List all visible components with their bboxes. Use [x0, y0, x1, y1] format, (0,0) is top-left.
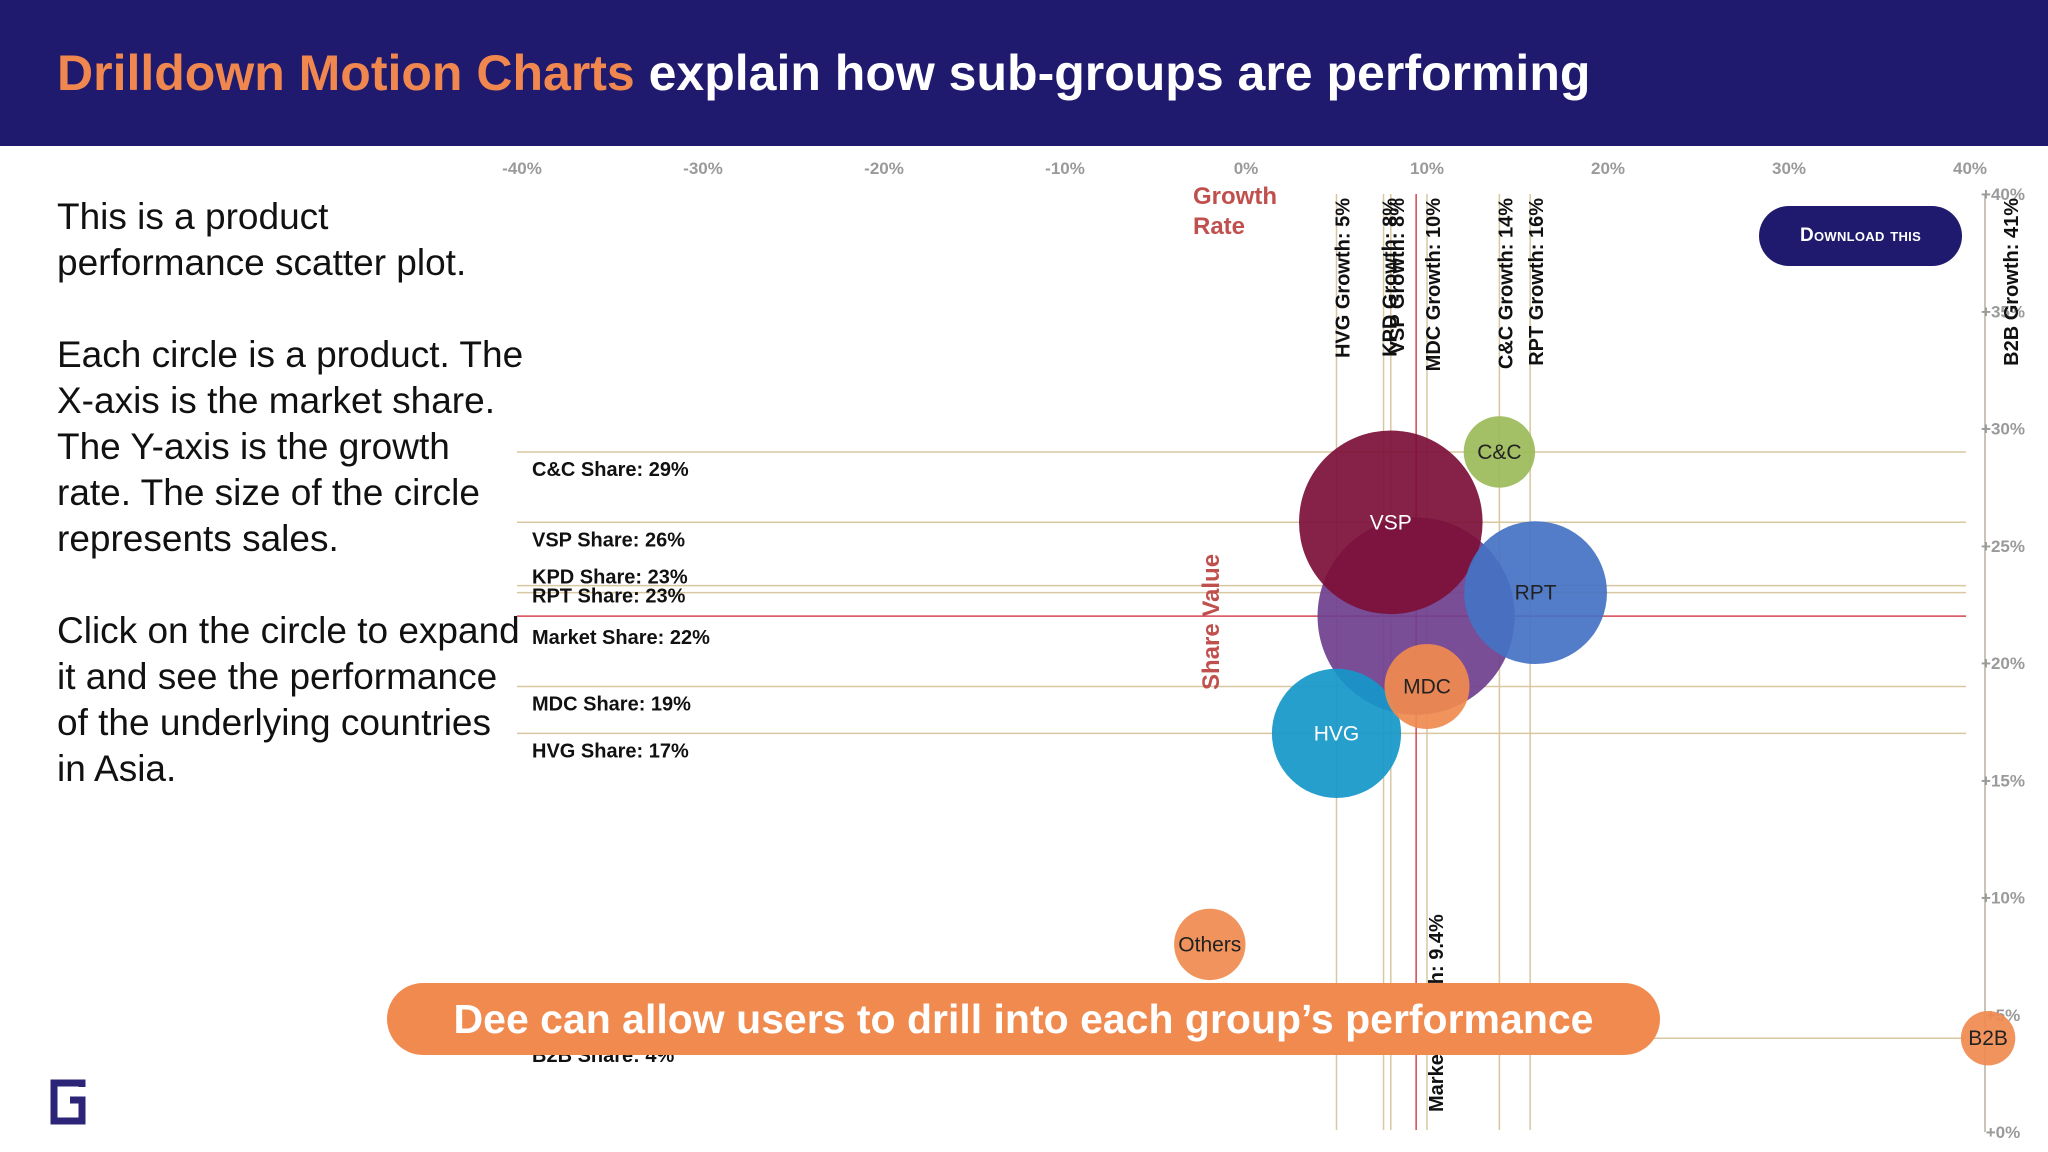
x-tick-label: 40%	[1953, 159, 1987, 178]
bubble-label: MDC	[1403, 675, 1451, 698]
y-tick-label: +40%	[1981, 185, 2025, 204]
x-tick-label: -40%	[502, 159, 542, 178]
x-tick-label: 30%	[1772, 159, 1806, 178]
y-tick-label: +10%	[1981, 889, 2025, 908]
x-axis-title-word: Growth	[1193, 183, 1277, 210]
growth-label: HVG Growth: 5%	[1333, 198, 1355, 358]
bubble-others	[1174, 908, 1246, 981]
x-tick-label: -10%	[1045, 159, 1085, 178]
share-label: MDC Share: 19%	[532, 693, 691, 715]
share-label: RPT Share: 23%	[532, 586, 686, 608]
description: This is a product performance scatter pl…	[57, 194, 527, 838]
share-label: VSP Share: 26%	[532, 529, 685, 551]
x-tick-label: 20%	[1591, 159, 1625, 178]
bubble-label: VSP	[1370, 511, 1412, 534]
x-tick-label: 0%	[1234, 159, 1259, 178]
growth-label: B2B Growth: 41%	[2001, 198, 2023, 366]
growth-label: KPD Growth: 8%	[1380, 198, 1402, 357]
drilldown-banner: Dee can allow users to drill into each g…	[387, 983, 1660, 1055]
header-bar: Drilldown Motion Charts explain how sub-…	[0, 0, 2048, 146]
download-button[interactable]: Download this	[1759, 206, 1962, 266]
share-label: C&C Share: 29%	[532, 459, 689, 481]
bubble-label: RPT	[1515, 582, 1557, 605]
y-tick-label: +30%	[1981, 420, 2025, 439]
x-tick-label: 10%	[1410, 159, 1444, 178]
y-tick-label: +20%	[1981, 654, 2025, 673]
bubble-rpt	[1464, 521, 1607, 665]
x-axis-title: Growth Rate	[1193, 183, 1277, 240]
growth-label: VSP Growth: 8%	[1387, 198, 1409, 355]
growth-label: RPT Growth: 16%	[1526, 198, 1548, 366]
bubble-mdc	[1384, 643, 1470, 729]
y-axis-title: Share Value	[1198, 554, 1225, 690]
y-tick-label: +25%	[1981, 537, 2025, 556]
description-instructions: Click on the circle to expand it and see…	[57, 610, 520, 789]
share-label: HVG Share: 17%	[532, 740, 689, 762]
brand-logo-icon	[50, 1079, 86, 1125]
bubble-hvg	[1271, 668, 1402, 798]
share-label: Market Share: 22%	[532, 627, 710, 649]
bubble-label: B2B	[1968, 1027, 2008, 1050]
x-axis-title-word: Rate	[1193, 213, 1245, 240]
description-intro: This is a product performance scatter pl…	[57, 196, 467, 283]
bubble-c-c	[1463, 416, 1536, 488]
growth-label: MDC Growth: 10%	[1423, 198, 1445, 372]
y-tick-label: +15%	[1981, 771, 2025, 790]
bubble-label: HVG	[1314, 722, 1360, 745]
y-tick-label: +0%	[1986, 1123, 2021, 1142]
page-title-rest: explain how sub-groups are performing	[634, 45, 1591, 101]
bubble-label: Others	[1178, 933, 1241, 956]
y-tick-label: +35%	[1981, 302, 2025, 321]
page-title-accent: Drilldown Motion Charts	[57, 45, 635, 101]
share-label: KPD Share: 23%	[532, 567, 688, 589]
page-title: Drilldown Motion Charts explain how sub-…	[57, 44, 1590, 102]
growth-label: C&C Growth: 14%	[1495, 198, 1517, 369]
description-axes: Each circle is a product. The X-axis is …	[57, 334, 524, 559]
bubble-b2b	[1960, 1010, 2016, 1066]
x-tick-label: -30%	[683, 159, 723, 178]
bubble-label: C&C	[1477, 441, 1521, 464]
x-tick-label: -20%	[864, 159, 904, 178]
bubble-vsp	[1299, 430, 1483, 615]
